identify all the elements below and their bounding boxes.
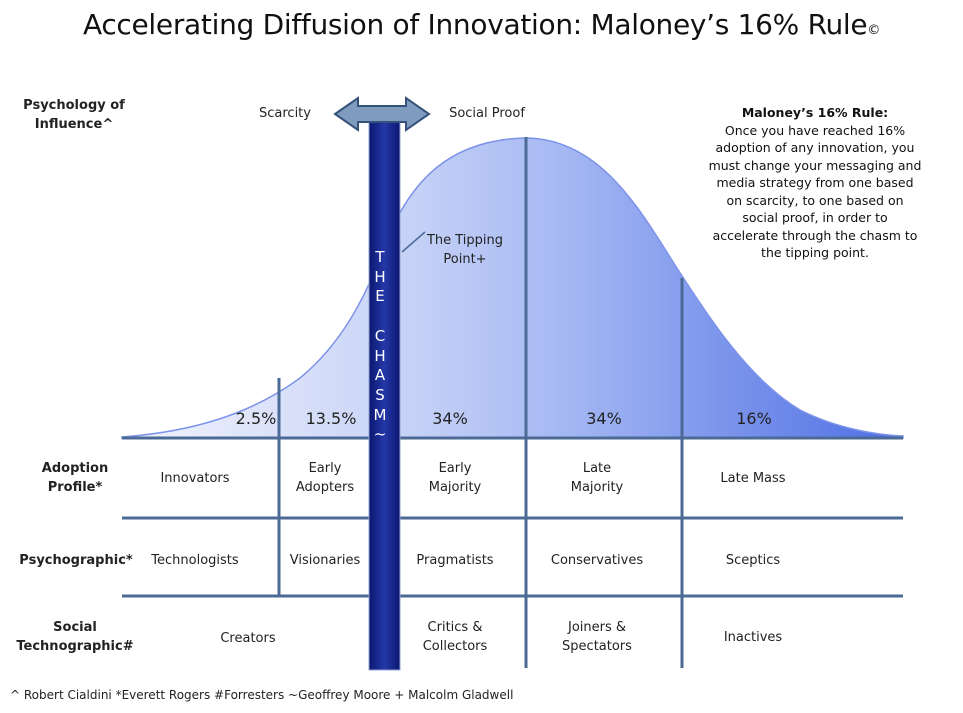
rule-line: adoption of any innovation, you bbox=[715, 140, 915, 155]
chasm-letter: H bbox=[374, 346, 386, 365]
tipping-point-pointer bbox=[401, 231, 426, 253]
maloney-rule-text: Maloney’s 16% Rule: Once you have reache… bbox=[690, 104, 940, 262]
cell-pragmatists: Pragmatists bbox=[416, 553, 494, 568]
scarcity-social-proof-arrow bbox=[333, 96, 431, 132]
scarcity-label: Scarcity bbox=[259, 106, 311, 121]
cell-technologists: Technologists bbox=[151, 553, 239, 568]
percent-late-majority: 34% bbox=[586, 409, 622, 428]
social-proof-label: Social Proof bbox=[449, 106, 525, 121]
chasm-letter: T bbox=[375, 248, 385, 266]
cell-late-majority: Late Majority bbox=[570, 461, 624, 495]
tipping-point-label: The Tipping Point+ bbox=[426, 233, 504, 267]
cell-creators: Creators bbox=[220, 631, 276, 646]
rule-line: social proof, in order to bbox=[742, 210, 888, 225]
rule-line: media strategy from one based bbox=[716, 175, 914, 190]
page-title: Accelerating Diffusion of Innovation: Ma… bbox=[82, 8, 881, 41]
rule-line: on scarcity, to one based on bbox=[726, 192, 904, 208]
rule-line: must change your messaging and bbox=[708, 157, 922, 173]
chasm-label: T H E C H A S M ~ bbox=[369, 248, 391, 445]
psychographic-label: Psychographic* bbox=[19, 553, 133, 568]
chasm-letter bbox=[369, 307, 391, 327]
percent-early-adopters: 13.5% bbox=[305, 409, 357, 428]
chasm-letter: S bbox=[375, 385, 385, 404]
cell-joiners-spectators: Joiners & Spectators bbox=[562, 620, 632, 654]
adoption-profile-label: Adoption Profile* bbox=[41, 461, 109, 495]
rule-line: the tipping point. bbox=[761, 245, 869, 260]
chasm-column bbox=[368, 109, 401, 671]
social-technographic-label: Social Technographic# bbox=[16, 620, 134, 654]
percent-early-majority: 34% bbox=[432, 409, 468, 428]
rule-heading: Maloney’s 16% Rule: bbox=[741, 105, 889, 120]
cell-innovators: Innovators bbox=[160, 471, 230, 486]
cell-sceptics: Sceptics bbox=[725, 553, 781, 568]
cell-late-mass: Late Mass bbox=[720, 471, 786, 486]
chasm-letter: ~ bbox=[373, 425, 387, 444]
percent-innovators: 2.5% bbox=[235, 409, 277, 428]
psychology-label: Psychology of Influence^ bbox=[23, 98, 125, 132]
cell-early-majority: Early Majority bbox=[428, 461, 482, 495]
cell-visionaries: Visionaries bbox=[289, 553, 361, 568]
chasm-letter: C bbox=[374, 326, 386, 345]
chasm-letter: M bbox=[373, 405, 387, 424]
rule-line: accelerate through the chasm to bbox=[712, 227, 918, 243]
cell-conservatives: Conservatives bbox=[550, 553, 644, 568]
copyright-mark: © bbox=[867, 23, 881, 38]
rule-line: Once you have reached 16% bbox=[724, 122, 906, 138]
percent-late-mass: 16% bbox=[736, 409, 772, 428]
footnote: ^ Robert Cialdini *Everett Rogers #Forre… bbox=[10, 688, 514, 702]
cell-early-adopters: Early Adopters bbox=[295, 461, 355, 495]
chasm-letter: E bbox=[375, 287, 385, 306]
chasm-letter: H bbox=[374, 267, 386, 286]
chasm-letter: A bbox=[374, 366, 386, 385]
cell-inactives: Inactives bbox=[723, 630, 783, 645]
cell-critics-collectors: Critics & Collectors bbox=[422, 620, 488, 654]
